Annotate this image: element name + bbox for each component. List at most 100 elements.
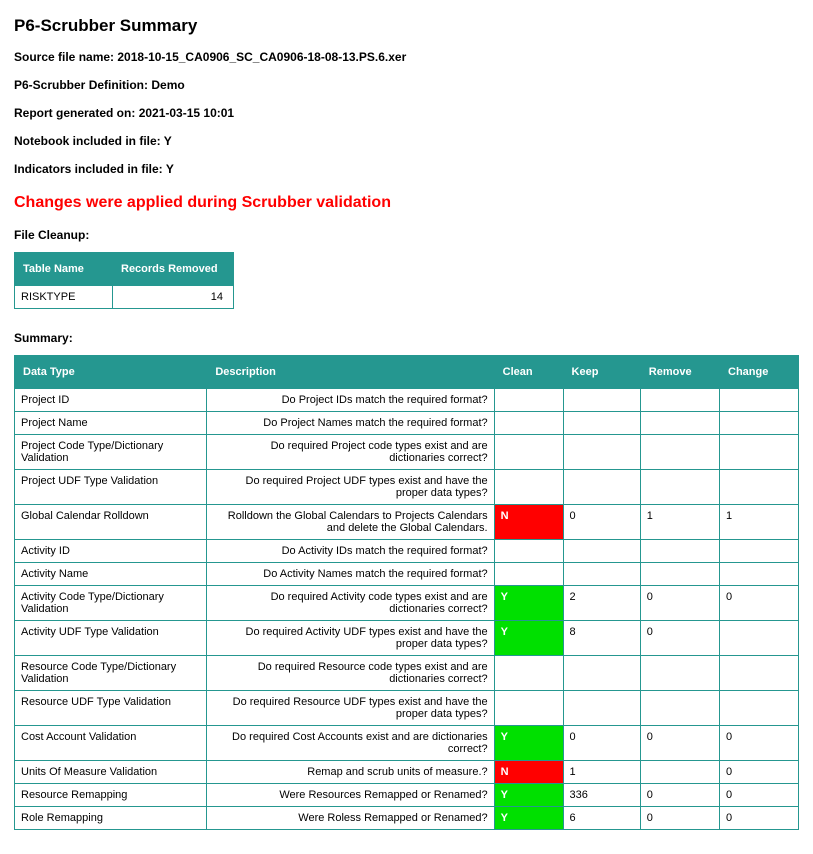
summary-cell-datatype: Units Of Measure Validation xyxy=(15,761,207,784)
summary-cell-clean: Y xyxy=(494,726,563,761)
summary-cell-description: Rolldown the Global Calendars to Project… xyxy=(207,505,494,540)
summary-cell-keep: 336 xyxy=(563,784,640,807)
summary-cell-keep xyxy=(563,691,640,726)
summary-cell-remove xyxy=(640,691,719,726)
summary-heading: Summary: xyxy=(14,331,799,345)
meta-indicators-label: Indicators included in file: xyxy=(14,162,163,176)
summary-cell-description: Do required Activity code types exist an… xyxy=(207,586,494,621)
summary-cell-datatype: Project Code Type/Dictionary Validation xyxy=(15,435,207,470)
cleanup-row: RISKTYPE14 xyxy=(15,286,234,309)
summary-cell-remove: 0 xyxy=(640,807,719,830)
summary-row: Resource Code Type/Dictionary Validation… xyxy=(15,656,799,691)
cleanup-cell-removed: 14 xyxy=(113,286,234,309)
cleanup-col-name: Table Name xyxy=(15,253,113,286)
summary-cell-change xyxy=(720,656,799,691)
summary-cell-keep xyxy=(563,563,640,586)
cleanup-heading: File Cleanup: xyxy=(14,228,799,242)
summary-cell-remove: 0 xyxy=(640,726,719,761)
summary-cell-description: Do required Resource code types exist an… xyxy=(207,656,494,691)
summary-cell-clean xyxy=(494,691,563,726)
summary-cell-datatype: Cost Account Validation xyxy=(15,726,207,761)
summary-cell-description: Do required Cost Accounts exist and are … xyxy=(207,726,494,761)
meta-indicators-value: Y xyxy=(166,162,174,176)
summary-cell-keep xyxy=(563,470,640,505)
summary-cell-datatype: Global Calendar Rolldown xyxy=(15,505,207,540)
meta-source-label: Source file name: xyxy=(14,50,114,64)
meta-def-value: Demo xyxy=(151,78,184,92)
summary-cell-clean: Y xyxy=(494,784,563,807)
summary-cell-change xyxy=(720,389,799,412)
summary-cell-description: Do required Resource UDF types exist and… xyxy=(207,691,494,726)
cleanup-cell-name: RISKTYPE xyxy=(15,286,113,309)
summary-cell-description: Were Roless Remapped or Renamed? xyxy=(207,807,494,830)
summary-cell-keep: 0 xyxy=(563,505,640,540)
meta-report-label: Report generated on: xyxy=(14,106,135,120)
summary-cell-datatype: Activity ID xyxy=(15,540,207,563)
summary-cell-keep xyxy=(563,389,640,412)
summary-cell-datatype: Activity UDF Type Validation xyxy=(15,621,207,656)
summary-row: Activity UDF Type ValidationDo required … xyxy=(15,621,799,656)
summary-cell-remove xyxy=(640,563,719,586)
summary-col-clean: Clean xyxy=(494,356,563,389)
summary-cell-datatype: Resource Code Type/Dictionary Validation xyxy=(15,656,207,691)
summary-cell-keep xyxy=(563,435,640,470)
summary-cell-datatype: Project UDF Type Validation xyxy=(15,470,207,505)
summary-cell-remove xyxy=(640,435,719,470)
summary-cell-clean xyxy=(494,656,563,691)
summary-col-description: Description xyxy=(207,356,494,389)
summary-cell-keep xyxy=(563,412,640,435)
summary-cell-change: 1 xyxy=(720,505,799,540)
summary-row: Role RemappingWere Roless Remapped or Re… xyxy=(15,807,799,830)
summary-row: Resource RemappingWere Resources Remappe… xyxy=(15,784,799,807)
summary-cell-datatype: Project Name xyxy=(15,412,207,435)
summary-cell-change xyxy=(720,691,799,726)
summary-row: Units Of Measure ValidationRemap and scr… xyxy=(15,761,799,784)
meta-report: Report generated on: 2021-03-15 10:01 xyxy=(14,106,799,120)
summary-cell-remove xyxy=(640,412,719,435)
summary-cell-change: 0 xyxy=(720,586,799,621)
summary-cell-description: Do required Project code types exist and… xyxy=(207,435,494,470)
changes-heading: Changes were applied during Scrubber val… xyxy=(14,194,799,212)
summary-cell-change xyxy=(720,435,799,470)
summary-cell-keep: 8 xyxy=(563,621,640,656)
summary-cell-change: 0 xyxy=(720,761,799,784)
summary-cell-change xyxy=(720,412,799,435)
summary-cell-change xyxy=(720,621,799,656)
summary-cell-datatype: Activity Code Type/Dictionary Validation xyxy=(15,586,207,621)
page-title: P6-Scrubber Summary xyxy=(14,16,799,36)
summary-cell-remove: 0 xyxy=(640,586,719,621)
summary-col-change: Change xyxy=(720,356,799,389)
summary-col-datatype: Data Type xyxy=(15,356,207,389)
summary-cell-remove: 1 xyxy=(640,505,719,540)
summary-row: Project IDDo Project IDs match the requi… xyxy=(15,389,799,412)
meta-source-value: 2018-10-15_CA0906_SC_CA0906-18-08-13.PS.… xyxy=(117,50,406,64)
summary-cell-change xyxy=(720,470,799,505)
summary-cell-datatype: Role Remapping xyxy=(15,807,207,830)
summary-cell-remove xyxy=(640,656,719,691)
summary-row: Project UDF Type ValidationDo required P… xyxy=(15,470,799,505)
summary-cell-datatype: Project ID xyxy=(15,389,207,412)
summary-cell-clean xyxy=(494,470,563,505)
summary-cell-datatype: Resource Remapping xyxy=(15,784,207,807)
meta-definition: P6-Scrubber Definition: Demo xyxy=(14,78,799,92)
summary-cell-description: Do required Project UDF types exist and … xyxy=(207,470,494,505)
meta-def-label: P6-Scrubber Definition: xyxy=(14,78,148,92)
summary-cell-clean xyxy=(494,540,563,563)
summary-col-remove: Remove xyxy=(640,356,719,389)
cleanup-col-removed: Records Removed xyxy=(113,253,234,286)
summary-cell-datatype: Activity Name xyxy=(15,563,207,586)
summary-table: Data Type Description Clean Keep Remove … xyxy=(14,355,799,830)
summary-cell-keep xyxy=(563,540,640,563)
summary-row: Project NameDo Project Names match the r… xyxy=(15,412,799,435)
meta-source: Source file name: 2018-10-15_CA0906_SC_C… xyxy=(14,50,799,64)
summary-cell-description: Were Resources Remapped or Renamed? xyxy=(207,784,494,807)
summary-cell-description: Do Project Names match the required form… xyxy=(207,412,494,435)
summary-row: Project Code Type/Dictionary ValidationD… xyxy=(15,435,799,470)
summary-row: Cost Account ValidationDo required Cost … xyxy=(15,726,799,761)
summary-row: Activity IDDo Activity IDs match the req… xyxy=(15,540,799,563)
summary-cell-remove xyxy=(640,389,719,412)
summary-cell-remove xyxy=(640,470,719,505)
summary-cell-clean: N xyxy=(494,505,563,540)
summary-cell-description: Do required Activity UDF types exist and… xyxy=(207,621,494,656)
summary-cell-change: 0 xyxy=(720,726,799,761)
